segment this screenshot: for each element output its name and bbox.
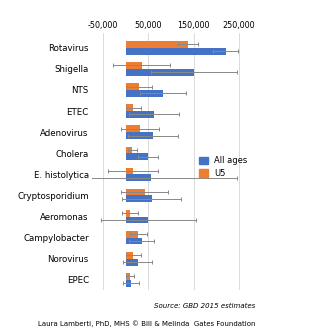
- Bar: [126, 238, 142, 245]
- Bar: [126, 111, 154, 118]
- Legend: All ages, U5: All ages, U5: [196, 153, 251, 181]
- Bar: [126, 168, 133, 174]
- Bar: [126, 83, 139, 90]
- Bar: [126, 252, 133, 259]
- Bar: [126, 273, 130, 280]
- Bar: [126, 216, 148, 223]
- Bar: [126, 280, 131, 286]
- Bar: [126, 195, 151, 202]
- Bar: [126, 174, 151, 181]
- Bar: [126, 132, 153, 139]
- Bar: [126, 41, 188, 48]
- Bar: [126, 147, 132, 153]
- Bar: [126, 210, 130, 216]
- Bar: [126, 48, 226, 54]
- Bar: [126, 153, 148, 160]
- Bar: [126, 90, 163, 97]
- Bar: [126, 62, 142, 69]
- Bar: [126, 189, 145, 195]
- Bar: [126, 259, 138, 266]
- Text: Laura Lamberti, PhD, MHS © Bill & Melinda  Gates Foundation: Laura Lamberti, PhD, MHS © Bill & Melind…: [38, 320, 255, 327]
- Text: Source: GBD 2015 estimates: Source: GBD 2015 estimates: [154, 303, 255, 309]
- Bar: [126, 104, 133, 111]
- Bar: [126, 231, 138, 238]
- Bar: [126, 125, 140, 132]
- Bar: [126, 69, 194, 76]
